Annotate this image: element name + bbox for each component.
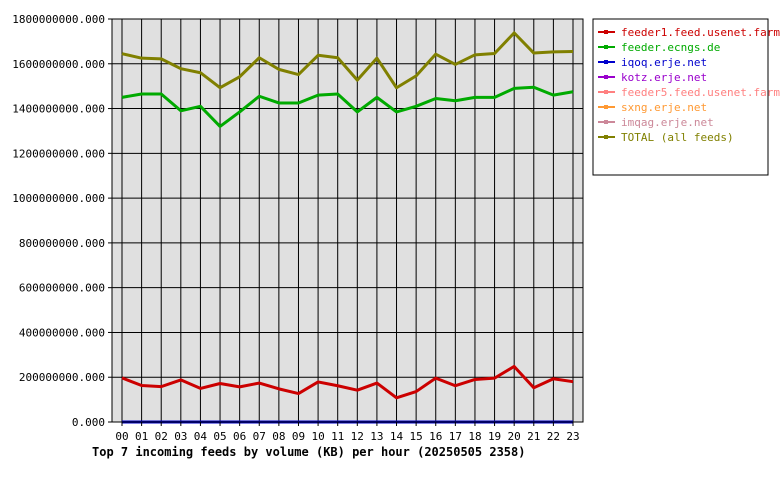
series-line <box>121 85 574 128</box>
grid <box>112 18 583 423</box>
legend: feeder1.feed.usenet.farm feeder.ecngs.de i… <box>592 18 780 176</box>
x-tick-label: 13 <box>370 430 383 443</box>
legend-marker <box>604 30 608 34</box>
x-tick-label: 19 <box>488 430 501 443</box>
x-tick-label: 01 <box>135 430 148 443</box>
x-tick-label: 06 <box>233 430 246 443</box>
x-tick-label: 18 <box>468 430 481 443</box>
x-tick-label: 12 <box>351 430 364 443</box>
x-tick-label: 22 <box>547 430 560 443</box>
legend-marker <box>604 45 608 49</box>
x-axis: 00 01 02 03 04 05 06 07 08 09 10 11 12 13 14 15 16 17 18 19… <box>115 422 580 443</box>
y-tick-label: 1800000000.000 <box>12 13 105 26</box>
series-line <box>121 364 574 400</box>
legend-marker <box>604 135 608 139</box>
x-tick-label: 10 <box>311 430 324 443</box>
y-tick-label: 200000000.000 <box>19 371 105 384</box>
y-tick-label: 1200000000.000 <box>12 147 105 160</box>
legend-marker <box>604 105 608 109</box>
x-tick-label: 15 <box>410 430 423 443</box>
plot-background <box>112 19 583 422</box>
y-tick-label: 0.000 <box>72 416 105 429</box>
y-tick-label: 400000000.000 <box>19 326 105 339</box>
legend-label: iqoq.erje.net <box>621 56 707 69</box>
legend-label: feeder1.feed.usenet.farm <box>621 26 780 39</box>
legend-label: TOTAL (all feeds) <box>621 131 734 144</box>
x-tick-label: 16 <box>429 430 442 443</box>
legend-marker <box>604 60 608 64</box>
plot-border <box>111 18 584 423</box>
legend-label: feeder5.feed.usenet.farm <box>621 86 780 99</box>
x-tick-label: 20 <box>508 430 521 443</box>
legend-label: kotz.erje.net <box>621 71 707 84</box>
y-tick-label: 1400000000.000 <box>12 103 105 116</box>
x-tick-label: 03 <box>174 430 187 443</box>
x-tick-label: 07 <box>253 430 266 443</box>
x-tick-label: 23 <box>566 430 579 443</box>
legend-label: sxng.erje.net <box>621 101 707 114</box>
y-tick-label: 600000000.000 <box>19 282 105 295</box>
legend-marker <box>604 90 608 94</box>
x-tick-label: 21 <box>527 430 540 443</box>
x-tick-label: 17 <box>449 430 462 443</box>
legend-label: imqag.erje.net <box>621 116 714 129</box>
x-tick-label: 05 <box>213 430 226 443</box>
x-tick-label: 14 <box>390 430 404 443</box>
y-tick-label: 1000000000.000 <box>12 192 105 205</box>
x-tick-label: 02 <box>155 430 168 443</box>
x-tick-label: 04 <box>194 430 208 443</box>
x-tick-label: 11 <box>331 430 344 443</box>
x-tick-label: 09 <box>292 430 305 443</box>
legend-marker <box>604 75 608 79</box>
x-tick-label: 00 <box>115 430 128 443</box>
y-axis: 0.000 200000000.000 400000000.000 600000000… <box>12 13 112 429</box>
legend-label: feeder.ecngs.de <box>621 41 720 54</box>
chart-title: Top 7 incoming feeds by volume (KB) per … <box>92 445 525 459</box>
series-line <box>121 31 574 90</box>
legend-box <box>592 18 769 176</box>
legend-marker <box>604 120 608 124</box>
y-tick-label: 1600000000.000 <box>12 58 105 71</box>
y-tick-label: 800000000.000 <box>19 237 105 250</box>
x-tick-label: 08 <box>272 430 285 443</box>
